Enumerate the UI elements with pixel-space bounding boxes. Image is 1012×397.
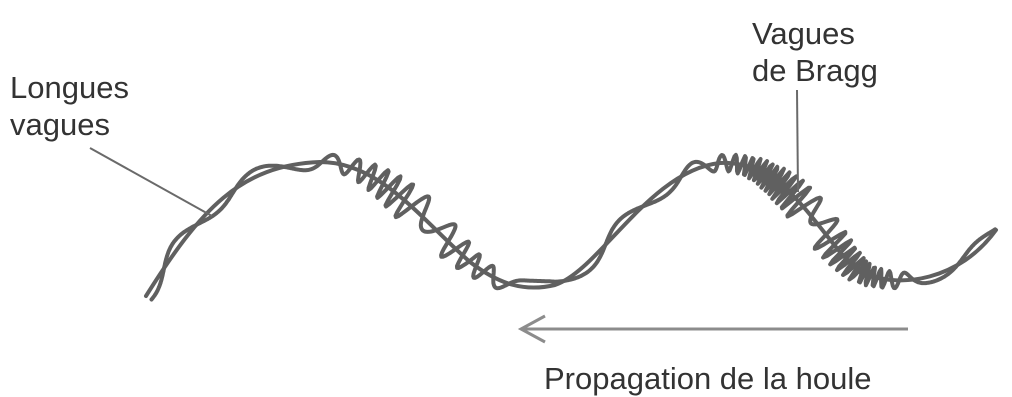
long-waves-label-line-2: vagues <box>10 107 110 142</box>
propagation-label: Propagation de la houle <box>544 361 872 396</box>
bragg-wave-curve <box>149 152 998 302</box>
bragg-waves-label-line-2: de Bragg <box>752 53 878 88</box>
long-waves-label-line-1: Longues <box>10 70 129 105</box>
bragg-waves-label: Vagues de Bragg <box>752 15 878 89</box>
long-waves-label: Longues vagues <box>10 69 129 143</box>
bragg-waves-label-line-1: Vagues <box>752 16 855 51</box>
long-waves-leader <box>89 147 213 217</box>
bragg-waves-leader <box>796 89 799 193</box>
propagation-arrow <box>517 314 908 344</box>
